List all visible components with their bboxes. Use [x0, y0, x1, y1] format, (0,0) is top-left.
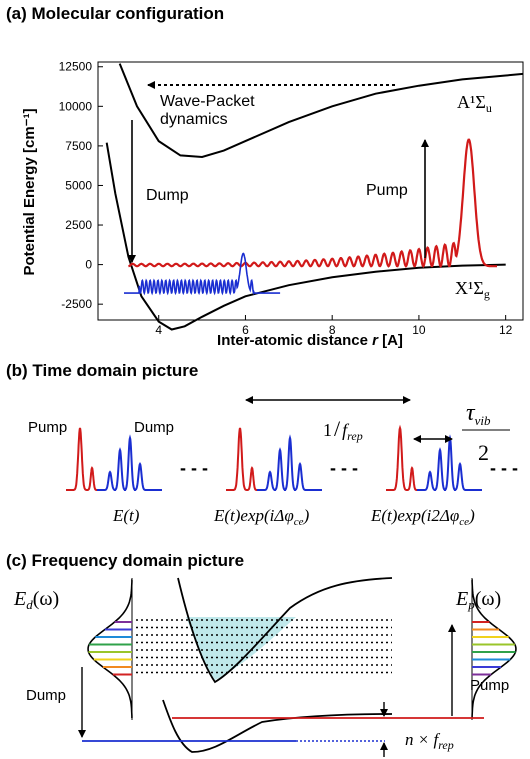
- label-ed: Ed(ω): [13, 588, 59, 612]
- label-tau: τvib: [466, 400, 491, 428]
- y-tick-label: 5000: [65, 178, 92, 192]
- x-tick-label: 4: [155, 323, 162, 337]
- x-axis-label: Inter-atomic distance r [A]: [217, 332, 403, 349]
- dump-pulse: [97, 438, 162, 490]
- pulse-label-2: E(t)exp(iΔφce): [213, 506, 310, 528]
- upper-well-fill: [186, 617, 296, 680]
- pump-pulse: [226, 428, 262, 490]
- y-tick-label: 10000: [59, 99, 93, 113]
- wave-packets: [124, 140, 497, 293]
- pump-pulse: [386, 428, 422, 490]
- label-dump-b: Dump: [134, 419, 174, 436]
- pump-pulse: [66, 428, 102, 490]
- y-tick-label: 2500: [65, 218, 92, 232]
- x-tick-label: 10: [412, 323, 426, 337]
- lower-potential-curve: [107, 143, 506, 330]
- dump-pulse: [257, 438, 322, 490]
- label-n-frep: n × frep: [405, 730, 454, 752]
- annot-pump: Pump: [366, 182, 408, 199]
- panel-b-diagram: Pump Dump - - - - - - - - - 1/frep τvib …: [28, 400, 518, 528]
- pulse-train: [66, 428, 482, 490]
- upper-state-label: A¹Σu: [457, 92, 492, 115]
- y-tick-label: 0: [85, 258, 92, 272]
- y-tick-label: -2500: [61, 297, 92, 311]
- pulse-label-3: E(t)exp(i2Δφce): [370, 506, 475, 528]
- label-tau-den: 2: [478, 440, 489, 465]
- annot-dump: Dump: [146, 187, 189, 204]
- lower-state-label: X¹Σg: [455, 278, 490, 301]
- x-tick-label: 12: [499, 323, 513, 337]
- label-pump-b: Pump: [28, 419, 67, 436]
- pulse-label-1: E(t): [112, 506, 140, 525]
- annot-wavepacket: Wave-Packet: [160, 93, 255, 110]
- label-rep-period: 1/frep: [323, 416, 363, 443]
- panel-c-diagram: Ed(ω) Ep(ω) Dump Pump n × frep: [13, 578, 516, 757]
- y-axis-label: Potential Energy [cm⁻¹]: [21, 108, 38, 275]
- dashes-1: - - -: [180, 458, 208, 478]
- dump-wavepacket: [124, 254, 280, 294]
- lower-sketch-curve: [163, 700, 392, 752]
- label-dump-c: Dump: [26, 687, 66, 704]
- dump-comb-envelope: [88, 580, 132, 718]
- dashes-2: - - -: [330, 458, 358, 478]
- y-tick-label: 7500: [65, 139, 92, 153]
- dump-pulse: [417, 438, 482, 490]
- label-ep: Ep(ω): [455, 588, 501, 612]
- label-pump-c: Pump: [470, 677, 509, 694]
- dashes-3: - - -: [490, 458, 518, 478]
- annot-dynamics: dynamics: [160, 111, 228, 128]
- y-tick-label: 12500: [59, 60, 93, 74]
